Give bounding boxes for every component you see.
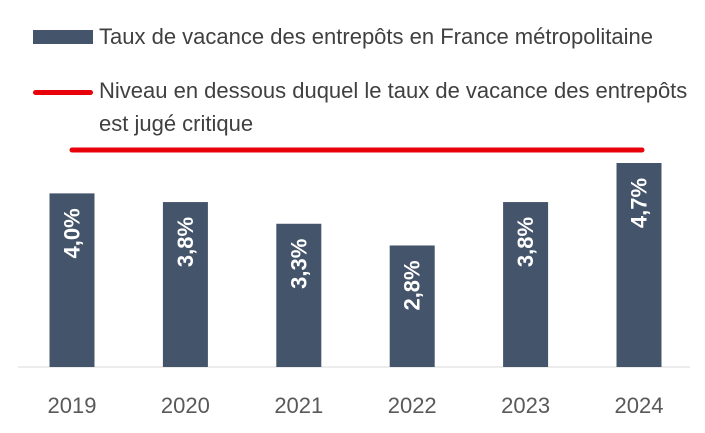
x-tick-label-2021: 2021 xyxy=(274,393,323,418)
data-label-2020: 3,8% xyxy=(173,217,198,267)
bar-2019 xyxy=(49,193,95,367)
bar-2020 xyxy=(162,202,208,367)
x-tick-label-2022: 2022 xyxy=(388,393,437,418)
plot-area: 4,0% 2019 3,8% 2020 3,3% 2021 2,8% 2022 3,8% 2023… xyxy=(18,147,690,418)
bar-2024 xyxy=(616,163,662,367)
data-label-2021: 3,3% xyxy=(286,239,311,289)
legend-label-threshold-line-2: est jugé critique xyxy=(99,111,253,136)
bar-2021 xyxy=(276,223,322,367)
data-label-2023: 3,8% xyxy=(513,217,538,267)
legend-label-threshold: Niveau en dessous duquel le taux de vaca… xyxy=(99,78,693,136)
data-label-2022: 2,8% xyxy=(400,260,425,310)
bar-2022 xyxy=(389,245,435,367)
x-tick-label-2019: 2019 xyxy=(48,393,97,418)
legend-swatch-threshold xyxy=(33,90,93,95)
legend: Taux de vacance des entrepôts en France … xyxy=(33,24,693,136)
x-tick-label-2024: 2024 xyxy=(615,393,664,418)
data-label-2024: 4,7% xyxy=(627,178,652,228)
x-tick-label-2023: 2023 xyxy=(501,393,550,418)
legend-label-threshold-line-1: Niveau en dessous duquel le taux de vaca… xyxy=(99,78,687,103)
data-label-2019: 4,0% xyxy=(60,208,85,258)
legend-swatch-bars xyxy=(33,30,93,44)
bar-2023 xyxy=(503,202,549,367)
x-tick-label-2020: 2020 xyxy=(161,393,210,418)
legend-label-bars: Taux de vacance des entrepôts en France … xyxy=(99,24,653,49)
